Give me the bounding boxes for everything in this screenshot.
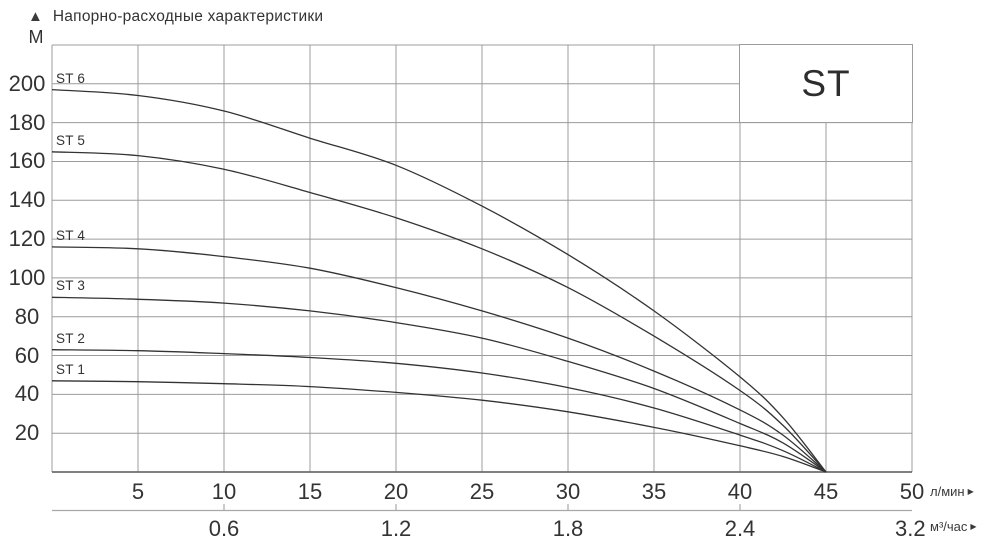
secondary-x-tick-label: 1.2 bbox=[380, 516, 412, 541]
y-tick-label: 120 bbox=[8, 226, 46, 252]
secondary-x-axis-unit: м³/час ▶ bbox=[930, 519, 977, 535]
curve-st-4 bbox=[51, 246, 827, 473]
curve-label: ST 1 bbox=[56, 361, 86, 377]
curve-label: ST 5 bbox=[56, 132, 86, 148]
x-tick-label: 20 bbox=[383, 479, 409, 504]
y-tick-label: 140 bbox=[8, 187, 46, 213]
legend-box: ST bbox=[739, 44, 913, 123]
x-tick-label: 5 bbox=[131, 479, 145, 504]
x-tick-label: 45 bbox=[813, 479, 839, 504]
secondary-x-tick-label: 0.6 bbox=[208, 516, 240, 541]
y-tick-label: 100 bbox=[8, 264, 46, 290]
right-arrow-icon: ▶ bbox=[970, 522, 977, 531]
y-tick-label: 160 bbox=[8, 148, 46, 174]
curve-st-3 bbox=[51, 296, 827, 473]
secondary-x-axis-unit-text: м³/час bbox=[930, 519, 968, 534]
curve-label: ST 2 bbox=[56, 330, 86, 346]
curve-label: ST 6 bbox=[56, 70, 86, 86]
secondary-x-tick-label: 1.8 bbox=[552, 516, 584, 541]
y-tick-label: 200 bbox=[8, 70, 46, 96]
y-tick-label: 40 bbox=[14, 381, 40, 407]
secondary-x-tick-label: 2.4 bbox=[724, 516, 756, 541]
y-tick-label: 60 bbox=[14, 342, 40, 368]
x-axis-unit-text: л/мин bbox=[930, 484, 965, 499]
curve-st-2 bbox=[51, 349, 827, 473]
right-arrow-icon: ▶ bbox=[967, 487, 974, 496]
x-tick-label: 15 bbox=[297, 479, 323, 504]
x-tick-label: 10 bbox=[211, 479, 237, 504]
y-axis-up-arrow-icon: ▲ bbox=[28, 8, 43, 25]
curve-st-6 bbox=[51, 88, 827, 473]
y-tick-label: 80 bbox=[14, 303, 40, 329]
chart-header: ▲ Напорно-расходные характеристики bbox=[28, 7, 323, 27]
chart-title: Напорно-расходные характеристики bbox=[52, 8, 324, 25]
secondary-x-tick-label: 3.2 bbox=[894, 516, 926, 541]
x-axis-unit: л/мин ▶ bbox=[930, 484, 974, 500]
x-tick-label: 35 bbox=[641, 479, 667, 504]
curve-label: ST 3 bbox=[56, 278, 86, 294]
curve-st-5 bbox=[51, 151, 827, 473]
x-tick-label: 40 bbox=[727, 479, 753, 504]
x-tick-label: 25 bbox=[469, 479, 495, 504]
x-tick-label: 50 bbox=[899, 479, 925, 504]
legend-label: ST bbox=[801, 62, 851, 104]
x-tick-label: 30 bbox=[555, 479, 581, 504]
curve-st-1 bbox=[51, 380, 827, 473]
y-tick-label: 20 bbox=[14, 420, 40, 446]
y-axis-unit-label: М bbox=[28, 27, 44, 47]
y-tick-label: 180 bbox=[8, 109, 46, 135]
curve-label: ST 4 bbox=[56, 227, 86, 243]
